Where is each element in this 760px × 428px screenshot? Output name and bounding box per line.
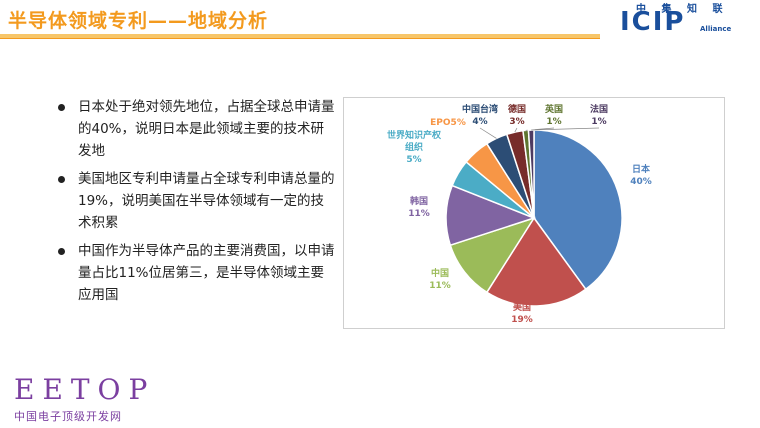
data-label-germany: 德国 3% bbox=[508, 103, 526, 127]
logo-letters: ICIP bbox=[620, 7, 686, 37]
data-label-wipo: 世界知识产权组织 5% bbox=[387, 129, 442, 165]
data-label-japan: 日本 40% bbox=[630, 163, 652, 187]
bullet-text-1: 日本处于绝对领先地位，占据全球总申请量的40%，说明日本是此领域主要的技术研发地 bbox=[78, 99, 335, 159]
eetop-subtitle: 中国电子顶级开发网 bbox=[14, 410, 122, 423]
bullet-dot-icon bbox=[58, 104, 65, 111]
pie-slice-usa bbox=[485, 216, 587, 307]
title-underline-thin bbox=[0, 38, 600, 39]
bullet-text-3: 中国作为半导体产品的主要消费国，以申请量占比11%位居第三，是半导体领域主要应用… bbox=[78, 243, 335, 303]
bullet-item-2: 美国地区专利申请量占全球专利申请总量的19%，说明美国在半导体领域有一定的技术积… bbox=[56, 168, 336, 234]
eetop-brand: EETOP bbox=[14, 373, 156, 406]
page-title: 半导体领域专利——地域分析 bbox=[8, 10, 269, 32]
bullet-list: 日本处于绝对领先地位，占据全球总申请量的40%，说明日本是此领域主要的技术研发地… bbox=[56, 96, 336, 312]
data-label-usa: 美国 19% bbox=[511, 301, 533, 325]
title-bar: 半导体领域专利——地域分析 中 集 知 联 ICIP Alliance bbox=[0, 0, 760, 39]
bullet-item-3: 中国作为半导体产品的主要消费国，以申请量占比11%位居第三，是半导体领域主要应用… bbox=[56, 240, 336, 306]
logo-main-text: ICIP bbox=[620, 9, 685, 35]
data-label-china: 中国 11% bbox=[429, 267, 451, 291]
icip-logo: 中 集 知 联 ICIP Alliance bbox=[604, 0, 756, 36]
bullet-item-1: 日本处于绝对领先地位，占据全球总申请量的40%，说明日本是此领域主要的技术研发地 bbox=[56, 96, 336, 162]
leader-line-france bbox=[531, 127, 600, 131]
logo-sub-text: Alliance bbox=[700, 25, 732, 33]
data-label-france: 法国 1% bbox=[590, 103, 608, 127]
data-label-epo: EPO5% bbox=[430, 118, 466, 128]
data-label-korea: 韩国 11% bbox=[408, 195, 430, 219]
pie-chart-frame: 日本 40% 美国 19% 中国 11% 韩国 11% 世界知识产权组织 5% EPO5% 中国台湾 4… bbox=[343, 97, 725, 329]
pie-slice-japan bbox=[533, 129, 623, 291]
leader-line-taiwan bbox=[479, 127, 497, 139]
bullet-dot-icon bbox=[58, 176, 65, 183]
title-underline bbox=[0, 34, 600, 38]
leader-line-germany bbox=[514, 127, 518, 133]
logo-chinese-text: 中 集 知 联 bbox=[636, 4, 729, 15]
bullet-dot-icon bbox=[58, 248, 65, 255]
data-label-uk: 英国 1% bbox=[544, 103, 563, 127]
pie-chart: 日本 40% 美国 19% 中国 11% 韩国 11% 世界知识产权组织 5%EPO5%中国台湾 4… bbox=[387, 103, 652, 325]
bullet-text-2: 美国地区专利申请量占全球专利申请总量的19%，说明美国在半导体领域有一定的技术积… bbox=[78, 171, 335, 231]
data-label-taiwan: 中国台湾 4% bbox=[462, 103, 498, 127]
eetop-watermark: EETOP 中国电子顶级开发网 bbox=[14, 376, 155, 424]
